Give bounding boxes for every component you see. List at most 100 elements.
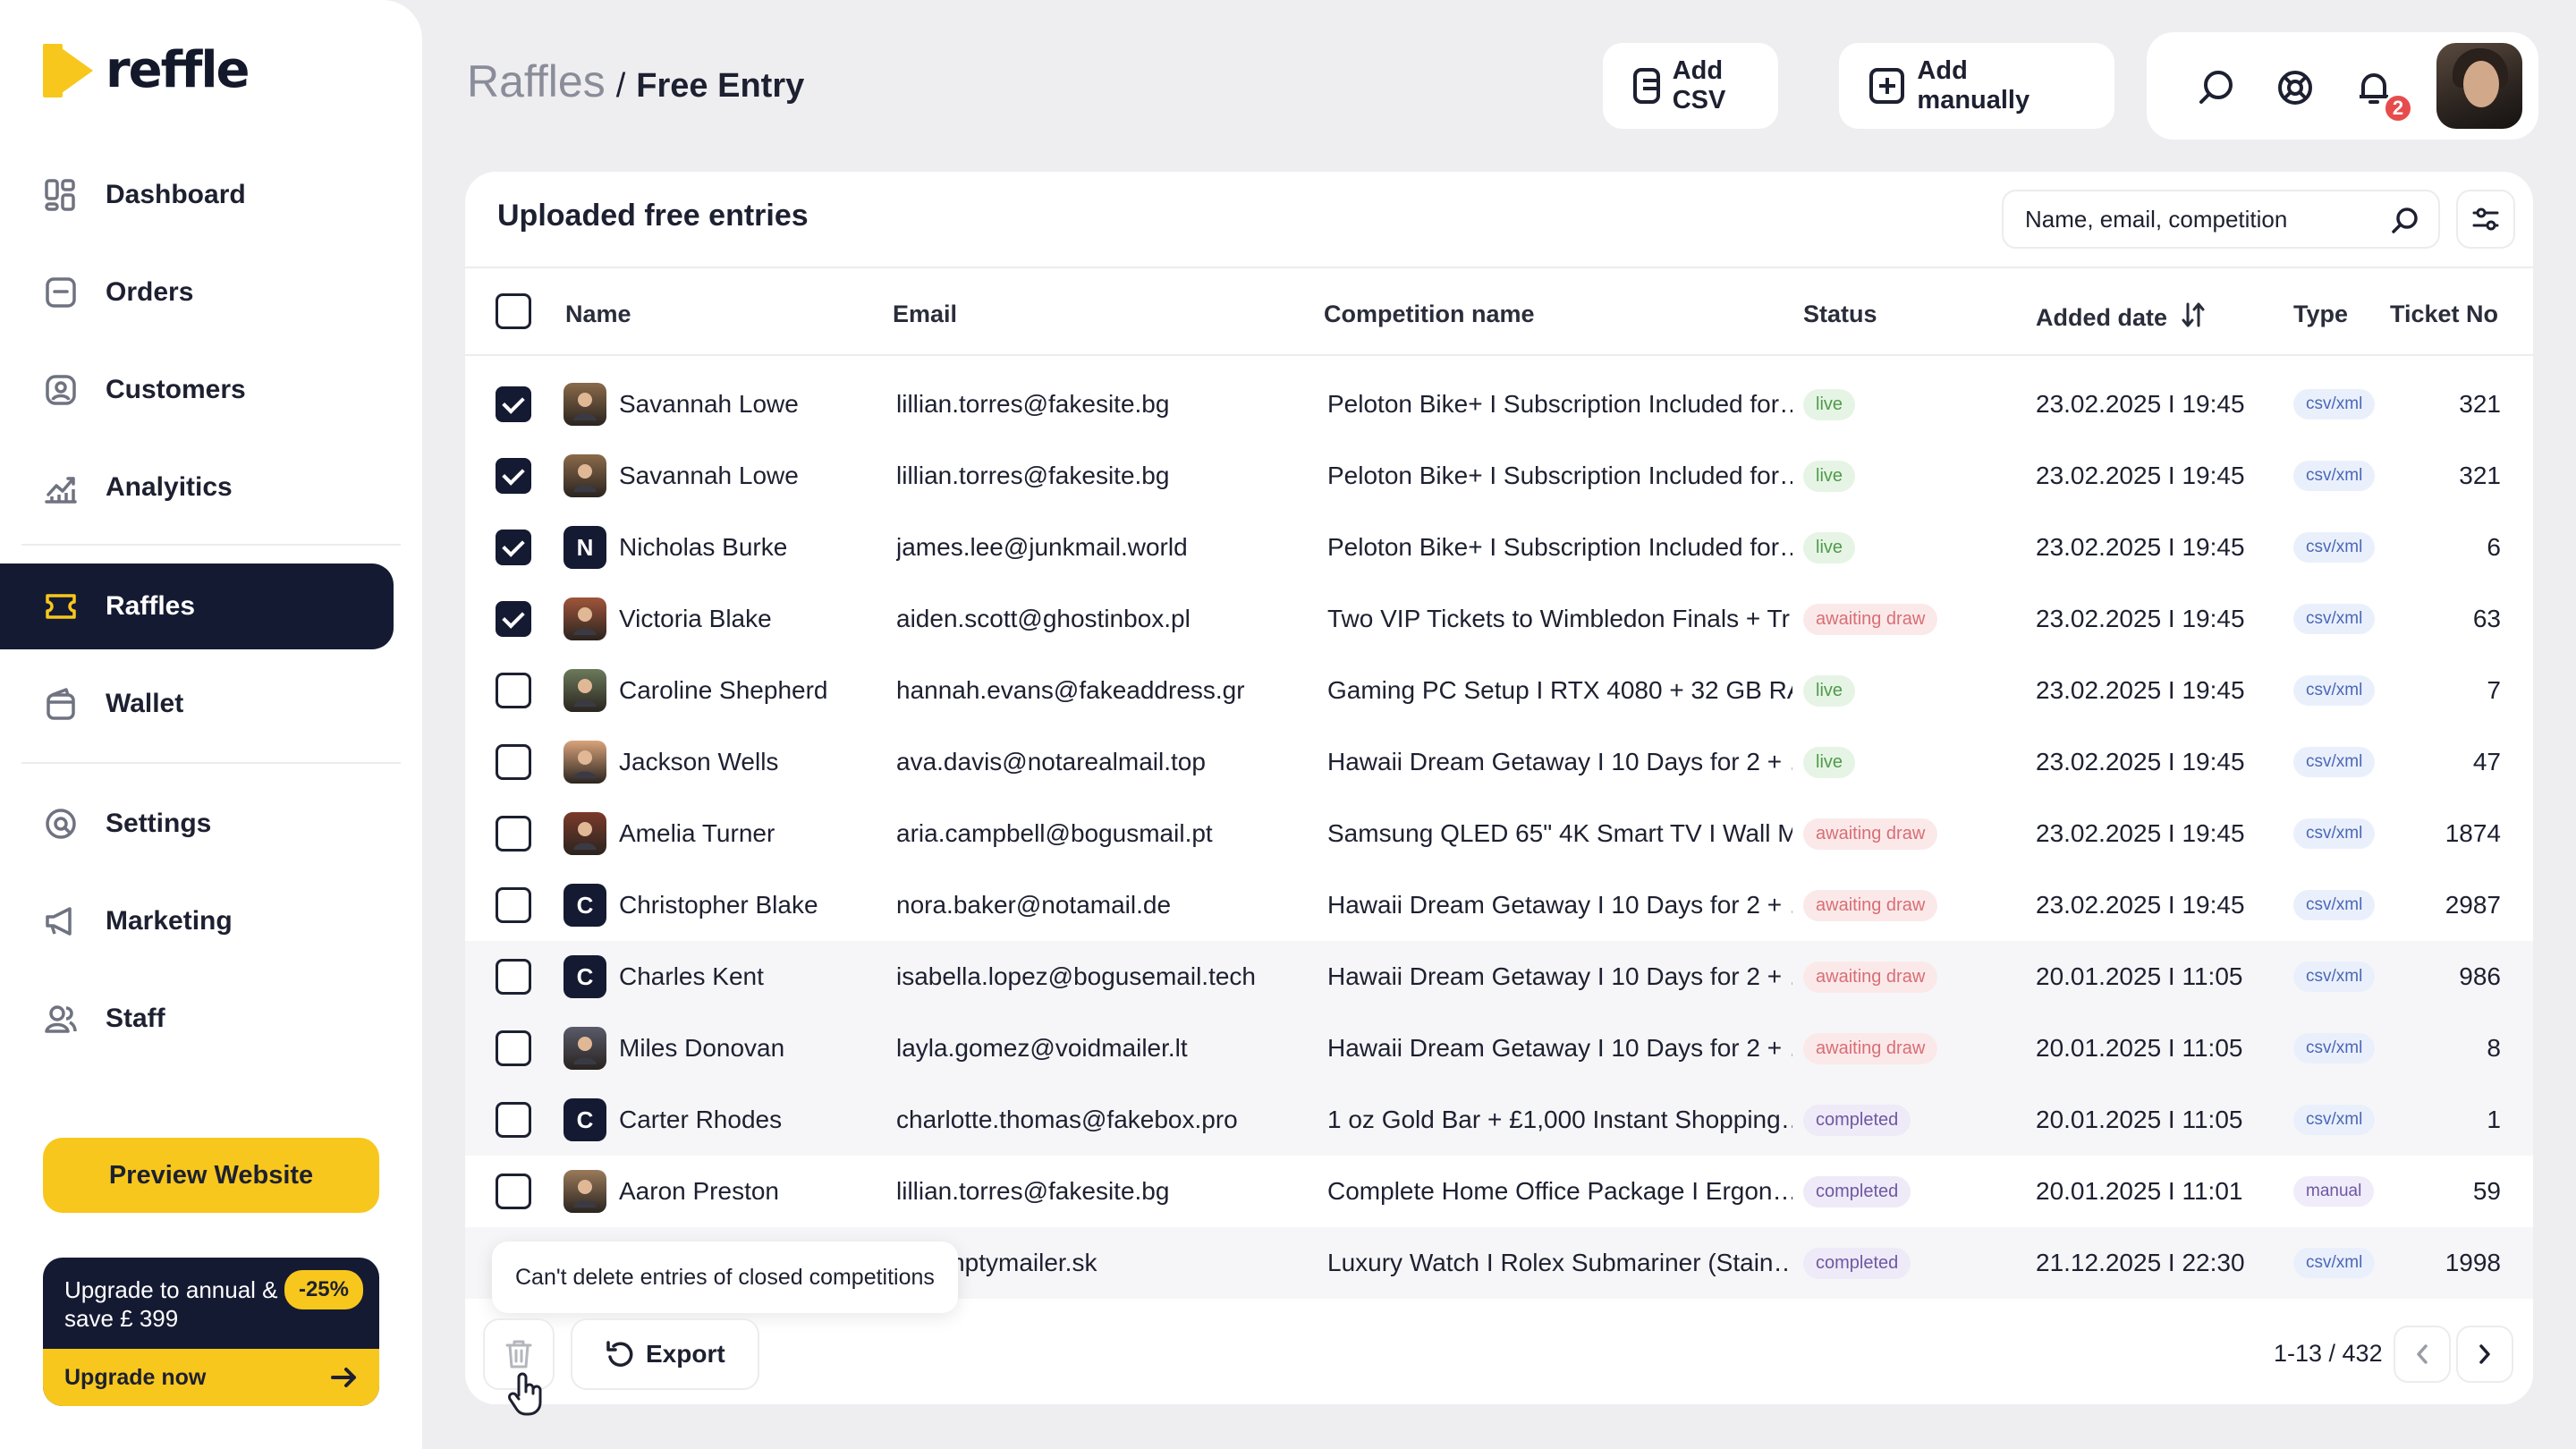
email-cell: james.lee@junkmail.world (896, 533, 1188, 561)
competition-cell: Peloton Bike+ I Subscription Included fo… (1327, 390, 1792, 418)
row-checkbox[interactable] (496, 744, 531, 780)
add-manually-button[interactable]: Add manually (1839, 43, 2114, 129)
type-badge: csv/xml (2293, 818, 2376, 849)
chevron-left-icon (2417, 1344, 2428, 1364)
logo-mark-icon (43, 43, 93, 97)
sidebar-item-settings[interactable]: Settings (21, 781, 394, 867)
sidebar-item-wallet[interactable]: Wallet (21, 661, 394, 747)
column-header-email[interactable]: Email (893, 301, 958, 327)
email-cell: charlotte.thomas@fakebox.pro (896, 1106, 1238, 1133)
added-date-cell: 23.02.2025 I 19:45 (2036, 748, 2245, 775)
table-row[interactable]: Aaron Preston lillian.torres@fakesite.bg C… (465, 1156, 2533, 1227)
bell-icon[interactable] (2354, 68, 2394, 107)
email-cell: r@emptymailer.sk (896, 1249, 1097, 1276)
status-badge: completed (1803, 1247, 1911, 1279)
select-all-checkbox[interactable] (496, 293, 531, 329)
name-cell: C Christopher Blake (564, 869, 886, 941)
added-date-cell: 23.02.2025 I 19:45 (2036, 462, 2245, 489)
row-checkbox[interactable] (496, 1030, 531, 1066)
row-checkbox[interactable] (496, 887, 531, 923)
sidebar-divider (21, 544, 401, 546)
upgrade-now-label: Upgrade now (64, 1364, 207, 1390)
table-row[interactable]: Savannah Lowe lillian.torres@fakesite.bg P… (465, 369, 2533, 440)
user-avatar[interactable] (2436, 43, 2522, 129)
name-cell: Savannah Lowe (564, 369, 886, 440)
next-page-button[interactable] (2456, 1326, 2513, 1383)
sidebar-item-marketing[interactable]: Marketing (21, 878, 394, 964)
customer-name: Jackson Wells (619, 748, 779, 775)
sidebar-item-customers[interactable]: Customers (21, 347, 394, 433)
logo[interactable]: reffle (43, 41, 250, 99)
competition-cell: Hawaii Dream Getaway I 10 Days for 2 + … (1327, 962, 1792, 990)
type-cell: csv/xml (2293, 512, 2392, 583)
avatar (564, 812, 606, 855)
customer-name: Carter Rhodes (619, 1106, 783, 1133)
sidebar-item-raffles[interactable]: Raffles (0, 564, 394, 649)
arrow-right-icon (331, 1368, 356, 1387)
name-cell: Victoria Blake (564, 583, 886, 655)
breadcrumb-raffles[interactable]: Raffles (467, 56, 606, 106)
status-cell: live (1803, 512, 2018, 583)
row-checkbox[interactable] (496, 386, 531, 422)
search-icon[interactable] (2390, 206, 2420, 236)
table-row[interactable]: Savannah Lowe lillian.torres@fakesite.bg P… (465, 440, 2533, 512)
type-badge: csv/xml (2293, 1033, 2376, 1063)
export-button[interactable]: Export (571, 1318, 759, 1390)
table-row[interactable]: Jackson Wells ava.davis@notarealmail.top H… (465, 726, 2533, 798)
type-cell: csv/xml (2293, 941, 2392, 1013)
search-input[interactable]: Name, email, competition (2002, 190, 2440, 249)
filter-button[interactable] (2456, 190, 2515, 249)
table-row[interactable]: Victoria Blake aiden.scott@ghostinbox.pl T… (465, 583, 2533, 655)
table-row[interactable]: Amelia Turner aria.campbell@bogusmail.pt S… (465, 798, 2533, 869)
export-label: Export (646, 1340, 725, 1368)
row-checkbox[interactable] (496, 959, 531, 995)
row-checkbox[interactable] (496, 458, 531, 494)
help-lifebuoy-icon[interactable] (2275, 68, 2315, 107)
column-header-competition[interactable]: Competition name (1324, 301, 1535, 327)
row-checkbox[interactable] (496, 530, 531, 565)
page-title: Free Entry (636, 67, 805, 105)
upgrade-now-button[interactable]: Upgrade now (43, 1349, 379, 1406)
table-row[interactable]: Caroline Shepherd hannah.evans@fakeaddres… (465, 655, 2533, 726)
sidebar-item-staff[interactable]: Staff (21, 976, 394, 1062)
customer-name: Christopher Blake (619, 891, 818, 919)
column-header-name[interactable]: Name (565, 301, 631, 327)
export-icon (606, 1341, 633, 1367)
type-badge: csv/xml (2293, 675, 2376, 706)
type-badge: manual (2293, 1176, 2375, 1207)
table-row[interactable]: N Nicholas Burke james.lee@junkmail.world P… (465, 512, 2533, 583)
competition-cell: Complete Home Office Package I Ergon… (1327, 1177, 1792, 1205)
ticket-number-cell: 59 (2472, 1177, 2501, 1205)
row-checkbox[interactable] (496, 601, 531, 637)
table-row[interactable]: Miles Donovan layla.gomez@voidmailer.lt Ha… (465, 1013, 2533, 1084)
sidebar-item-orders[interactable]: Orders (21, 250, 394, 335)
sidebar-item-dashboard[interactable]: Dashboard (21, 152, 394, 238)
table-row[interactable]: C Carter Rhodes charlotte.thomas@fakebox.p… (465, 1084, 2533, 1156)
added-date-cell: 20.01.2025 I 11:05 (2036, 1034, 2243, 1062)
search-icon[interactable] (2197, 68, 2236, 107)
sort-icon[interactable] (2180, 301, 2207, 329)
type-badge: csv/xml (2293, 389, 2376, 419)
table-row[interactable]: C Charles Kent isabella.lopez@bogusemail.t… (465, 941, 2533, 1013)
previous-page-button[interactable] (2394, 1326, 2451, 1383)
customer-name: Savannah Lowe (619, 390, 799, 418)
row-checkbox[interactable] (496, 816, 531, 852)
status-badge: live (1803, 746, 1856, 778)
name-cell: C Carter Rhodes (564, 1084, 886, 1156)
row-checkbox[interactable] (496, 673, 531, 708)
preview-website-button[interactable]: Preview Website (43, 1138, 379, 1213)
add-csv-button[interactable]: Add CSV (1603, 43, 1778, 129)
avatar: C (564, 884, 606, 927)
row-checkbox[interactable] (496, 1174, 531, 1209)
status-cell: completed (1803, 1084, 2018, 1156)
column-header-added-date[interactable]: Added date (2036, 301, 2207, 332)
row-checkbox[interactable] (496, 1102, 531, 1138)
status-badge: live (1803, 674, 1856, 707)
column-header-type[interactable]: Type (2293, 301, 2349, 327)
added-date-cell: 20.01.2025 I 11:01 (2036, 1177, 2243, 1205)
table-row[interactable]: C Christopher Blake nora.baker@notamail.de… (465, 869, 2533, 941)
sidebar-item-analyitics[interactable]: Analyitics (21, 445, 394, 530)
status-cell: awaiting draw (1803, 798, 2018, 869)
column-header-ticket-no[interactable]: Ticket No (2390, 301, 2499, 327)
column-header-status[interactable]: Status (1803, 301, 1877, 327)
